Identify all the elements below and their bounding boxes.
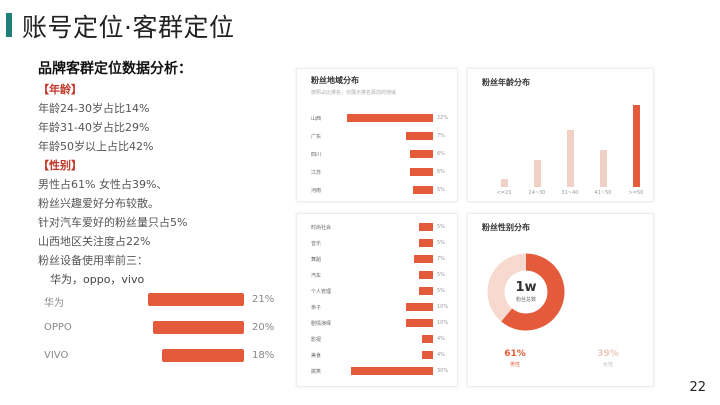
interest-percent: 10% — [437, 320, 449, 326]
region-label: 四川 — [311, 152, 322, 158]
region-percent: 6% — [437, 151, 445, 157]
interest-bar — [419, 223, 433, 231]
region-bar — [409, 168, 433, 176]
age-bar — [534, 159, 541, 187]
female-label: 女性 — [603, 361, 613, 368]
interest-bar — [419, 239, 433, 247]
section-label: 【年龄】 — [38, 83, 82, 96]
interest-percent: 7% — [437, 256, 445, 262]
interest-label: 美食 — [311, 353, 322, 359]
device-brand-chart: 华为 21% OPPO 20% VIVO 18% — [38, 289, 288, 369]
age-label: >=50 — [628, 190, 644, 196]
region-label: 河南 — [311, 188, 322, 194]
brand-percent: 20% — [252, 322, 275, 333]
interest-bar — [351, 367, 433, 375]
gender-donut-chart: 1w 粉丝总数 61% 男性 39% 女性 — [487, 253, 619, 368]
analysis-text: 【年龄】年龄24-30岁占比14% 年龄31-40岁占比29% 年龄50岁以上占比4… — [38, 80, 187, 289]
analysis-line: 山西地区关注度占22% — [38, 235, 151, 248]
interest-bar — [419, 287, 433, 295]
brand-percent: 18% — [252, 350, 275, 361]
region-panel-title: 粉丝地域分布 — [311, 76, 359, 85]
analysis-line: 年龄31-40岁占比29% — [38, 121, 150, 134]
interest-percent: 5% — [437, 272, 445, 278]
analysis-line: 针对汽车爱好的粉丝量只占5% — [38, 216, 188, 229]
interest-label: 时尚社会 — [311, 225, 332, 231]
interest-percent: 30% — [437, 368, 449, 374]
region-bar — [413, 186, 433, 194]
interest-label: 音乐 — [311, 241, 322, 247]
region-percent: 5% — [437, 187, 445, 193]
male-label: 男性 — [510, 361, 520, 368]
brand-label: 华为 — [44, 298, 64, 309]
interest-bar — [419, 271, 433, 279]
analysis-line: 年龄50岁以上占比42% — [38, 140, 154, 153]
donut-center-value: 1w — [515, 280, 536, 295]
age-bar — [633, 105, 640, 187]
interest-label: 搞笑 — [311, 369, 322, 375]
brand-bar — [148, 293, 244, 306]
interest-percent: 4% — [437, 336, 445, 342]
age-label: 41~50 — [594, 190, 612, 196]
interest-label: 汽车 — [311, 273, 322, 279]
brand-bar — [161, 349, 244, 362]
age-bar — [600, 149, 607, 187]
interest-percent: 5% — [437, 288, 445, 294]
female-percent: 39% — [597, 349, 619, 359]
region-bar — [347, 114, 433, 122]
brand-label: VIVO — [44, 350, 69, 361]
age-label: 31~40 — [561, 190, 579, 196]
region-bar — [405, 132, 433, 140]
analysis-line: 年龄24-30岁占比14% — [38, 102, 150, 115]
interest-distribution-panel: 时尚社会 5% 音乐 5% 舞蹈 7% 汽车 5% 个人管理 5% 亲子 10% 剧情演绎 10% 影视 4%… — [296, 213, 458, 387]
age-bar — [567, 130, 574, 187]
interest-bar — [422, 351, 433, 359]
page-number: 22 — [689, 380, 706, 395]
interest-percent: 10% — [437, 304, 449, 310]
interest-percent: 5% — [437, 240, 445, 246]
interest-label: 个人管理 — [311, 289, 332, 295]
interest-bar — [405, 319, 433, 327]
brand-percent: 21% — [252, 294, 275, 305]
region-label: 广东 — [311, 134, 322, 140]
interest-label: 影视 — [311, 337, 322, 343]
region-percent: 7% — [437, 133, 445, 139]
male-percent: 61% — [504, 349, 526, 359]
interest-label: 剧情演绎 — [311, 321, 332, 327]
donut-male-slice — [487, 253, 565, 331]
region-bar — [409, 150, 433, 158]
region-label: 江苏 — [311, 170, 322, 176]
region-percent: 6% — [437, 169, 445, 175]
analysis-line: 粉丝兴趣爱好分布较散。 — [38, 197, 159, 210]
analysis-line: 粉丝设备使用率前三： — [38, 254, 148, 267]
age-distribution-panel: 粉丝年龄分布 <=23 24~30 31~40 41~50 >=50 — [467, 68, 654, 202]
brand-bar — [152, 321, 244, 334]
page-title: 账号定位·客群定位 — [22, 13, 235, 42]
gender-distribution-panel: 粉丝性别分布 1w 粉丝总数 61% 男性 39% 女性 — [467, 213, 654, 387]
interest-label: 亲子 — [311, 305, 322, 311]
region-percent: 22% — [437, 115, 449, 121]
analysis-line: 男性占61% 女性占39%、 — [38, 178, 168, 191]
age-label: 24~30 — [528, 190, 546, 196]
gender-panel-title: 粉丝性别分布 — [482, 223, 530, 232]
age-label: <=23 — [496, 190, 512, 196]
age-bar — [501, 179, 508, 187]
analysis-line: 华为，oppo，vivo — [50, 273, 145, 286]
interest-percent: 5% — [437, 224, 445, 230]
donut-center-label: 粉丝总数 — [516, 296, 536, 303]
analysis-heading: 品牌客群定位数据分析： — [38, 61, 192, 77]
section-label: 【性别】 — [38, 159, 82, 172]
interest-bar — [413, 255, 433, 263]
interest-bar — [405, 303, 433, 311]
region-distribution-panel: 粉丝地域分布 按照占比排名，仅展示排名靠前的地域 山西 22% 广东 7% 四川 6% 江苏… — [296, 68, 458, 202]
interest-label: 舞蹈 — [311, 257, 322, 263]
title-accent-bar — [6, 13, 12, 37]
interest-bar — [422, 335, 433, 343]
region-panel-subtitle: 按照占比排名，仅展示排名靠前的地域 — [311, 90, 397, 96]
age-panel-title: 粉丝年龄分布 — [482, 78, 530, 87]
brand-label: OPPO — [44, 322, 72, 333]
interest-percent: 4% — [437, 352, 445, 358]
region-label: 山西 — [311, 116, 322, 122]
